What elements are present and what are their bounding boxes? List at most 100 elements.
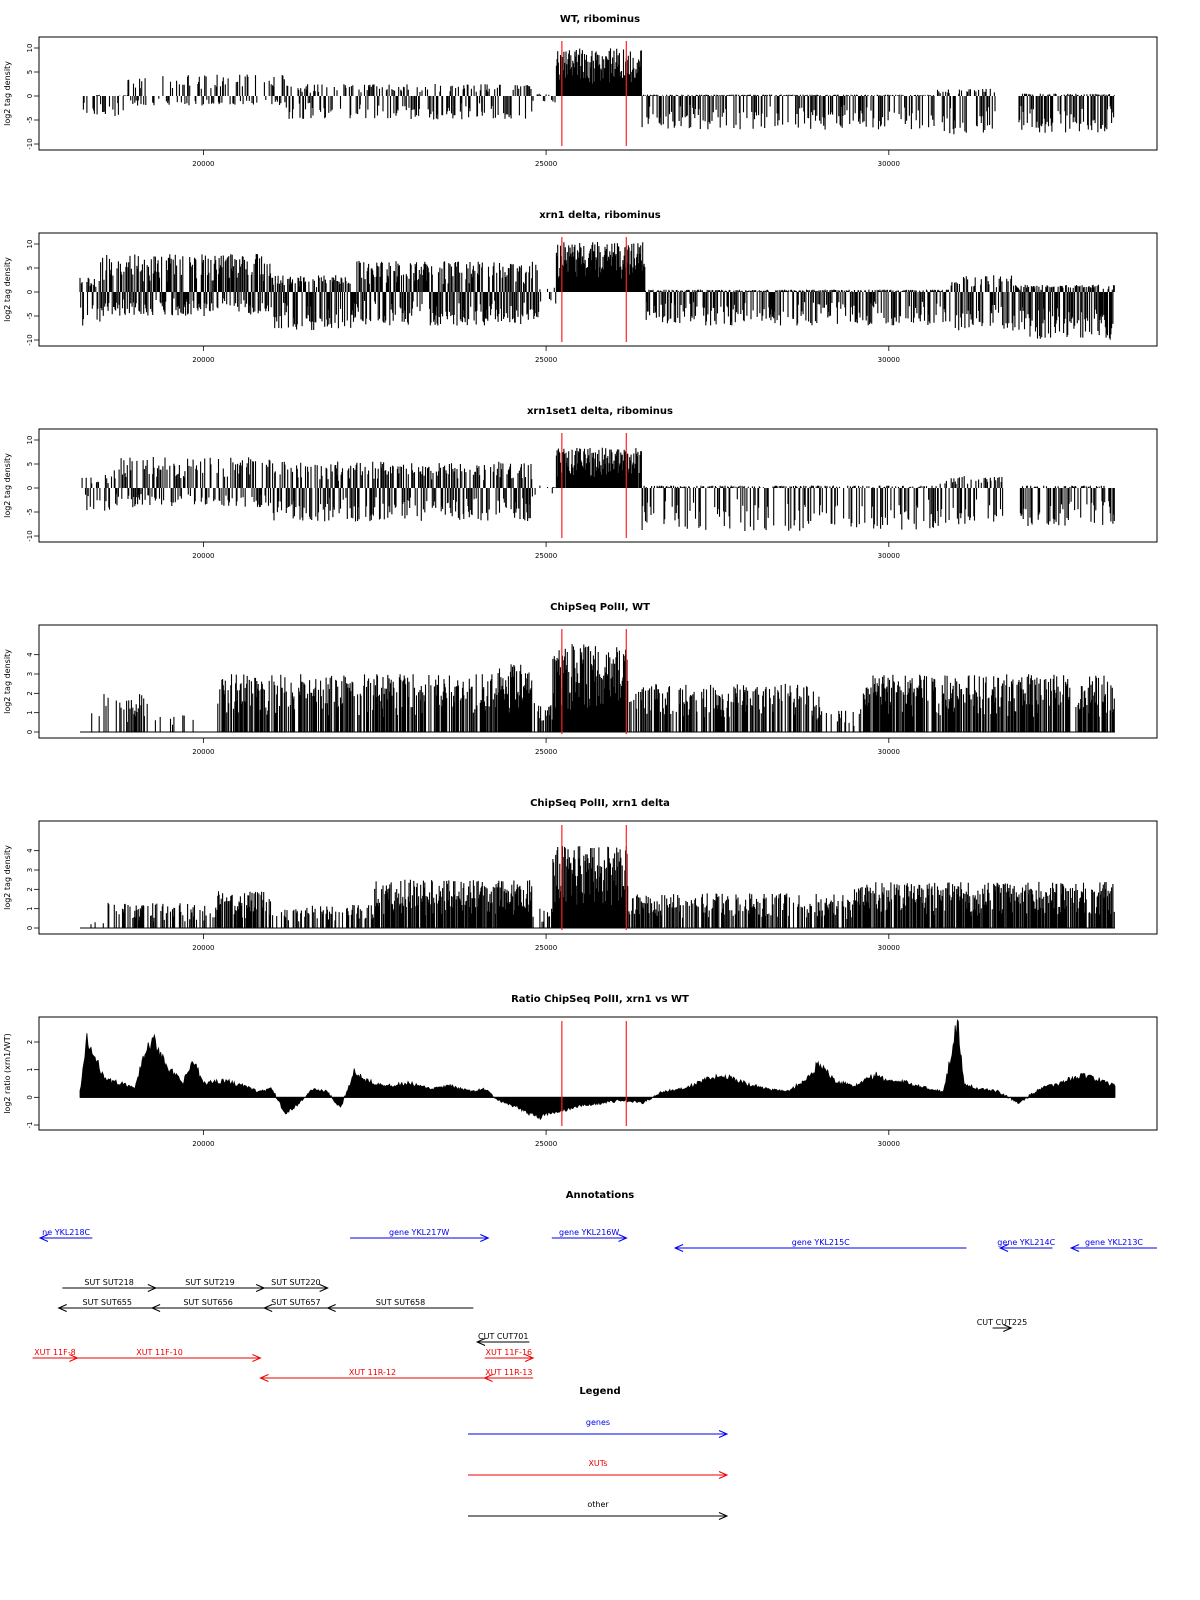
feature-arrowhead [262, 1304, 273, 1312]
feature-arrowhead [1003, 1324, 1013, 1332]
y-tick-label: -10 [26, 530, 34, 541]
x-tick-label: 30000 [878, 160, 900, 168]
annotation-feature: XUT 11F-16 [484, 1348, 535, 1362]
feature-arrowhead [259, 1374, 269, 1382]
y-tick-label: 1 [26, 710, 34, 714]
ratio-area [79, 1019, 1116, 1121]
feature-label: CUT CUT701 [478, 1332, 528, 1341]
annotation-feature: CUT CUT225 [977, 1318, 1027, 1332]
y-tick-label: -1 [26, 1122, 34, 1129]
panel-title: ChipSeq PolII, xrn1 delta [530, 798, 670, 809]
y-tick-label: 4 [26, 848, 34, 853]
feature-arrowhead [618, 1234, 628, 1242]
plot-frame [38, 1016, 1158, 1131]
x-tick-label: 25000 [535, 552, 557, 560]
panel-title: Ratio ChipSeq PolII, xrn1 vs WT [511, 994, 689, 1005]
y-tick-label: 10 [26, 240, 34, 249]
x-tick-label: 30000 [878, 552, 900, 560]
feature-label: SUT SUT655 [83, 1298, 132, 1307]
annotation-feature: SUT SUT655 [57, 1298, 156, 1312]
y-tick-label: 0 [26, 730, 34, 734]
legend-arrowhead [718, 1430, 729, 1438]
feature-arrowhead [673, 1244, 684, 1252]
x-tick-label: 30000 [878, 748, 900, 756]
legend-label: other [587, 1500, 609, 1509]
annotation-feature: SUT SUT220 [264, 1278, 329, 1292]
legend-item: other [468, 1500, 729, 1520]
y-axis-label: log2 tag density [3, 257, 12, 322]
feature-arrowhead [524, 1354, 535, 1362]
x-tick-label: 25000 [535, 944, 557, 952]
legend-item: XUTs [468, 1459, 729, 1479]
annotation-feature: gene YKL217W [350, 1228, 490, 1242]
feature-label: SUT SUT657 [271, 1298, 320, 1307]
y-axis: 4 3 2 1 0 [26, 848, 39, 930]
feature-label: gene YKL217W [389, 1228, 449, 1237]
legend-label: genes [586, 1418, 610, 1427]
feature-arrowhead [483, 1374, 493, 1382]
feature-arrowhead [57, 1304, 67, 1312]
y-tick-label: -10 [26, 138, 34, 149]
density-bars [81, 447, 1115, 531]
panel-title: xrn1 delta, ribominus [539, 210, 661, 221]
annotation-feature: SUT SUT219 [155, 1278, 266, 1292]
x-tick-label: 25000 [535, 1140, 557, 1148]
y-tick-label: 1 [26, 1067, 34, 1071]
plot-frame [38, 624, 1158, 739]
legend-title: Legend [579, 1386, 620, 1397]
y-tick-label: -5 [26, 117, 34, 124]
feature-label: XUT 11R-12 [349, 1368, 396, 1377]
feature-label: SUT SUT218 [84, 1278, 133, 1287]
x-axis: 20000 25000 30000 [192, 346, 900, 364]
density-bars [90, 846, 1115, 928]
panel-title: WT, ribominus [560, 14, 640, 25]
feature-label: XUT 11F-8 [34, 1348, 76, 1357]
y-axis-label: log2 tag density [3, 453, 12, 518]
x-tick-label: 20000 [192, 160, 214, 168]
y-axis: 4 3 2 1 0 [26, 652, 39, 734]
x-tick-label: 20000 [192, 1140, 214, 1148]
annotation-feature: XUT 11R-12 [259, 1368, 485, 1382]
x-tick-label: 30000 [878, 944, 900, 952]
y-axis: 10 5 0 -5 -10 [26, 44, 39, 150]
plot-frame [38, 820, 1158, 935]
y-tick-label: 5 [26, 266, 34, 270]
panel-chip_wt: ChipSeq PolII, WT 4 3 2 1 0 log2 tag density 20… [3, 602, 1158, 756]
y-tick-label: 5 [26, 462, 34, 466]
y-tick-label: 3 [26, 672, 34, 676]
feature-arrowhead [319, 1284, 329, 1292]
y-tick-label: 0 [26, 1095, 34, 1099]
y-axis: 10 5 0 -5 -10 [26, 240, 39, 346]
x-tick-label: 20000 [192, 944, 214, 952]
annotation-feature: XUT 11F-10 [58, 1348, 262, 1362]
annotation-feature: gene YKL214C [997, 1238, 1056, 1252]
y-tick-label: 2 [26, 691, 34, 695]
plot-frame [38, 428, 1158, 543]
plot-frame [38, 232, 1158, 347]
panel-title: ChipSeq PolII, WT [550, 602, 650, 613]
x-tick-label: 30000 [878, 356, 900, 364]
x-axis: 20000 25000 30000 [192, 934, 900, 952]
annotation-feature: gene YKL216W [551, 1228, 628, 1242]
annotation-feature: SUT SUT656 [150, 1298, 265, 1312]
y-tick-label: 2 [26, 887, 34, 891]
density-bars [82, 48, 1115, 135]
annotation-feature: gene YKL215C [673, 1238, 967, 1252]
annotation-feature: CUT CUT701 [475, 1332, 530, 1346]
x-tick-label: 25000 [535, 356, 557, 364]
density-bars [91, 644, 1115, 732]
annotation-feature: SUT SUT657 [262, 1298, 328, 1312]
feature-label: ne YKL218C [42, 1228, 90, 1237]
panel-wt_ribo: WT, ribominus 10 5 0 -5 -10 log2 tag density 20… [3, 14, 1158, 168]
feature-label: SUT SUT220 [271, 1278, 320, 1287]
annotations-panel: Annotations ne YKL218C gene YKL217W gene YK… [32, 1190, 1157, 1382]
y-tick-label: 0 [26, 290, 34, 294]
panel-title: xrn1set1 delta, ribominus [527, 406, 673, 417]
feature-arrowhead [147, 1284, 158, 1292]
feature-label: XUT 11R-13 [485, 1368, 532, 1377]
panel-xrn1set1_ribo: xrn1set1 delta, ribominus 10 5 0 -5 -10 log2 t… [3, 406, 1158, 560]
x-tick-label: 25000 [535, 160, 557, 168]
y-axis-label: log2 tag density [3, 649, 12, 714]
